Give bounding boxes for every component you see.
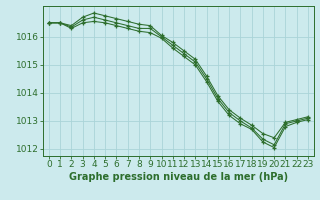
X-axis label: Graphe pression niveau de la mer (hPa): Graphe pression niveau de la mer (hPa) [69,172,288,182]
